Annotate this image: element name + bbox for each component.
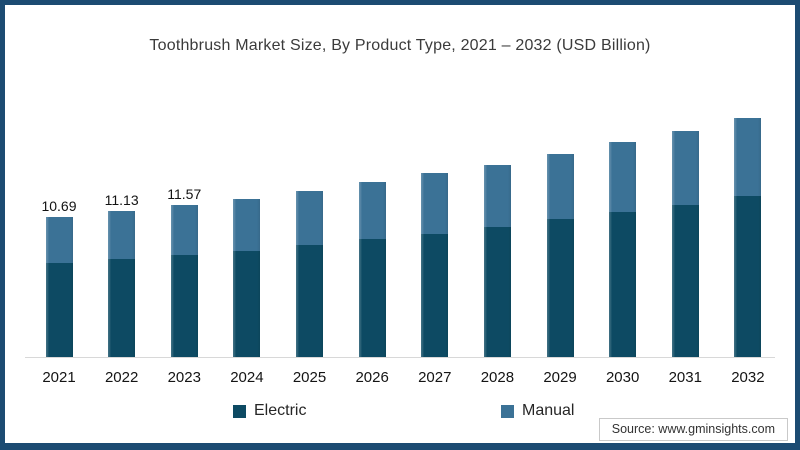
bar-segment-electric [483, 226, 511, 357]
bar-segment-manual [296, 191, 323, 245]
bar-segment-electric [358, 239, 386, 357]
bar-group: 10.69 [37, 198, 81, 357]
x-axis-label: 2032 [731, 369, 765, 386]
bar-segment-electric [170, 255, 198, 357]
x-axis-label: 2027 [418, 369, 452, 386]
bar-stack [170, 205, 198, 357]
bar-group [601, 141, 645, 357]
bar-group [475, 164, 519, 357]
bar-stack [734, 118, 762, 357]
bar-segment-electric [671, 204, 699, 357]
x-axis-label: 2030 [605, 369, 640, 386]
x-axis-label: 2029 [543, 369, 577, 386]
bar-stack [108, 211, 136, 357]
bar-group [413, 172, 457, 357]
bar-stack [296, 191, 323, 357]
bar-group: 11.57 [162, 186, 206, 357]
bar-group [538, 154, 582, 357]
bar-stack [421, 172, 449, 357]
bar-stack [609, 141, 637, 357]
bar-segment-electric [609, 212, 637, 357]
x-axis-label: 2028 [480, 369, 515, 386]
bar-segment-manual [233, 198, 261, 251]
bar-segment-electric [45, 263, 73, 357]
bar-stack [671, 130, 699, 357]
bar-value-label: 11.57 [167, 186, 202, 203]
bar-stack [483, 164, 511, 357]
legend-label-electric: Electric [254, 402, 307, 419]
bar-stack [45, 216, 73, 357]
bar-segment-manual [483, 164, 511, 227]
bar-stack [233, 198, 261, 357]
bar-segment-electric [296, 244, 323, 357]
x-axis-baseline [25, 357, 775, 358]
bar-segment-electric [421, 233, 449, 357]
bars-row: 10.69 11.13 11.57 [37, 100, 770, 357]
bar-segment-manual [421, 172, 449, 234]
bar-segment-manual [546, 154, 574, 220]
legend-item-electric: Electric [233, 402, 306, 420]
manual-swatch-icon [501, 404, 514, 418]
bar-segment-manual [108, 211, 136, 260]
x-axis-labels: 2021 2022 2023 2024 2025 2026 2027 2028 2029 2030… [37, 369, 770, 386]
bar-segment-manual [358, 182, 386, 239]
bar-segment-manual [45, 216, 73, 264]
bar-value-label: 11.13 [104, 192, 139, 209]
bar-segment-manual [170, 205, 198, 256]
bar-group [663, 130, 707, 357]
bar-stack [546, 154, 574, 357]
bar-segment-manual [609, 141, 637, 213]
source-note: Source: www.gminsights.com [598, 418, 788, 441]
bar-group [726, 118, 770, 357]
bar-group [288, 191, 332, 357]
x-axis-label: 2022 [104, 369, 139, 386]
plot-area: 10.69 11.13 11.57 [37, 100, 770, 357]
bar-value-label: 10.69 [41, 197, 77, 214]
electric-swatch-icon [233, 404, 246, 418]
bar-segment-manual [734, 118, 762, 196]
legend-label-manual: Manual [522, 402, 575, 419]
bar-group [225, 198, 269, 357]
x-axis-label: 2024 [230, 369, 264, 386]
bar-group [350, 182, 394, 357]
x-axis-label: 2026 [355, 369, 389, 386]
x-axis-label: 2031 [668, 369, 702, 386]
bar-segment-electric [546, 219, 574, 357]
bar-segment-electric [734, 195, 762, 357]
bar-segment-manual [671, 130, 699, 205]
legend-item-manual: Manual [501, 402, 574, 420]
bar-segment-electric [233, 250, 261, 357]
x-axis-label: 2023 [167, 369, 201, 386]
bar-segment-electric [108, 259, 136, 357]
chart-title: Toothbrush Market Size, By Product Type,… [149, 37, 651, 54]
bar-stack [358, 182, 386, 357]
bar-group: 11.13 [100, 192, 144, 357]
x-axis-label: 2021 [42, 369, 76, 386]
x-axis-label: 2025 [292, 369, 327, 386]
